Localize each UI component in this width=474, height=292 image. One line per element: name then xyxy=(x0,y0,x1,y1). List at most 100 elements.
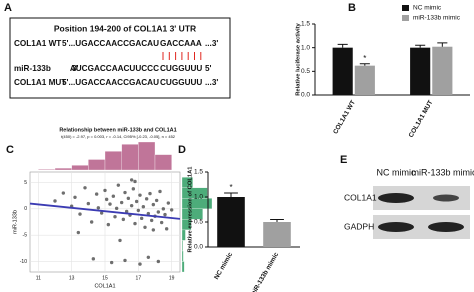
scatter-point xyxy=(76,230,81,235)
histogram-bar xyxy=(138,141,156,171)
scatter-point xyxy=(136,208,141,213)
blot-band xyxy=(378,193,414,203)
panel-label: A xyxy=(4,2,12,14)
scatter-point xyxy=(159,220,164,225)
histogram-bar xyxy=(181,240,184,252)
scatter-point xyxy=(133,221,137,226)
error-bar xyxy=(415,44,426,48)
scatter-point xyxy=(138,262,142,266)
scatter-point xyxy=(94,192,99,196)
sequence-label: miR-133b xyxy=(14,64,51,73)
y-tick-label: 0 xyxy=(24,206,27,212)
x-tick-label: 15 xyxy=(102,275,108,281)
scatter-point xyxy=(89,220,94,224)
scatter-point xyxy=(83,186,87,190)
chart-subtitle: t(450) = -2.97, p = 0.003, r = -0.14, CI… xyxy=(61,134,176,139)
sequence-end: ...3' xyxy=(205,39,218,48)
panel-label: E xyxy=(340,154,347,166)
fit-line xyxy=(29,202,181,220)
scatter-point xyxy=(78,212,82,216)
binding-site: CUGGUUU xyxy=(160,78,202,87)
scatter-point xyxy=(138,193,142,197)
histogram-bar xyxy=(181,250,184,262)
scatter-point xyxy=(111,194,116,198)
scatter-point xyxy=(139,216,144,221)
y-tick-label: 1.5 xyxy=(194,169,203,176)
bar xyxy=(263,222,291,247)
row-label: COL1A1 xyxy=(344,192,377,202)
scatter-point xyxy=(134,199,139,204)
y-tick-label: 0.0 xyxy=(301,92,310,99)
sequence-end: 3' xyxy=(72,64,79,73)
scatter-point xyxy=(96,206,101,210)
x-tick-label: 17 xyxy=(136,275,142,281)
histogram-bar xyxy=(104,151,122,171)
blot-band xyxy=(428,222,464,232)
error-bar xyxy=(337,43,348,48)
scatter-point xyxy=(129,203,134,208)
histogram-bar xyxy=(181,187,208,199)
blot-image xyxy=(373,186,470,239)
y-tick-label: 1.0 xyxy=(301,44,310,51)
legend-swatch xyxy=(402,15,409,21)
bar xyxy=(217,197,245,247)
legend-label: miR-133b mimic xyxy=(413,15,461,22)
legend-swatch xyxy=(402,5,409,11)
panel-label: C xyxy=(6,144,14,156)
sequence-label: COL1A1 MUT xyxy=(14,78,66,87)
y-tick-label: 1.0 xyxy=(194,194,203,201)
x-tick-label: 19 xyxy=(169,275,175,281)
scatter-point xyxy=(104,197,109,202)
bar xyxy=(332,47,353,95)
y-tick-label: -5 xyxy=(23,232,28,238)
scatter-point xyxy=(169,208,174,212)
bar xyxy=(410,47,431,95)
lane-label: NC mimic xyxy=(377,167,416,177)
error-bar xyxy=(359,63,370,66)
scatter-point xyxy=(144,197,149,201)
x-tick-label: 11 xyxy=(36,275,41,281)
scatter-point xyxy=(61,191,66,195)
scatter-point xyxy=(109,260,114,265)
panel-label: B xyxy=(348,2,356,14)
scatter-point xyxy=(121,217,126,222)
error-bar xyxy=(270,219,284,222)
y-axis-label: miR-133b xyxy=(12,210,18,234)
histogram-bar xyxy=(121,144,139,171)
blot-band xyxy=(433,194,459,202)
y-tick-label: 5 xyxy=(24,180,27,186)
x-tick-label: COL1A1 WT xyxy=(332,99,357,135)
scatter-point xyxy=(158,189,162,194)
bar xyxy=(354,65,375,95)
sequence: 5'...UGACCAACCGACAU xyxy=(62,39,159,48)
y-axis-label: Relative expression of COL1A1 xyxy=(188,166,194,253)
scatter-point xyxy=(143,225,147,229)
scatter-point xyxy=(161,207,166,211)
scatter-point xyxy=(119,200,124,205)
y-tick-label: 0.5 xyxy=(301,68,310,75)
scatter-point xyxy=(114,206,119,211)
sequence: 5'...UGACCAACCGACAU xyxy=(62,78,159,87)
scatter-point xyxy=(86,201,91,206)
x-tick-label: 13 xyxy=(69,275,75,281)
scatter-point xyxy=(164,227,169,231)
binding-site: CUGGUUU xyxy=(160,64,202,73)
y-tick-label: 1.5 xyxy=(301,21,310,28)
scatter-point xyxy=(123,258,127,263)
y-tick-label: -10 xyxy=(20,259,27,265)
scatter-point xyxy=(156,259,161,264)
bar xyxy=(432,46,453,95)
significance-mark: * xyxy=(363,54,366,63)
x-tick-label: miR-133b mimic xyxy=(249,251,280,292)
scatter-point xyxy=(141,205,146,209)
sequence-box xyxy=(9,17,231,99)
scatter-point xyxy=(166,201,171,205)
histogram-bar xyxy=(154,154,172,171)
scatter-point xyxy=(129,178,134,182)
scatter-point xyxy=(53,199,57,203)
chart-title: Relationship between miR-133b and COL1A1 xyxy=(59,127,176,133)
scatter-point xyxy=(154,198,159,203)
scatter-point xyxy=(126,196,131,201)
scatter-point xyxy=(151,228,156,232)
histogram-bar xyxy=(181,261,185,273)
